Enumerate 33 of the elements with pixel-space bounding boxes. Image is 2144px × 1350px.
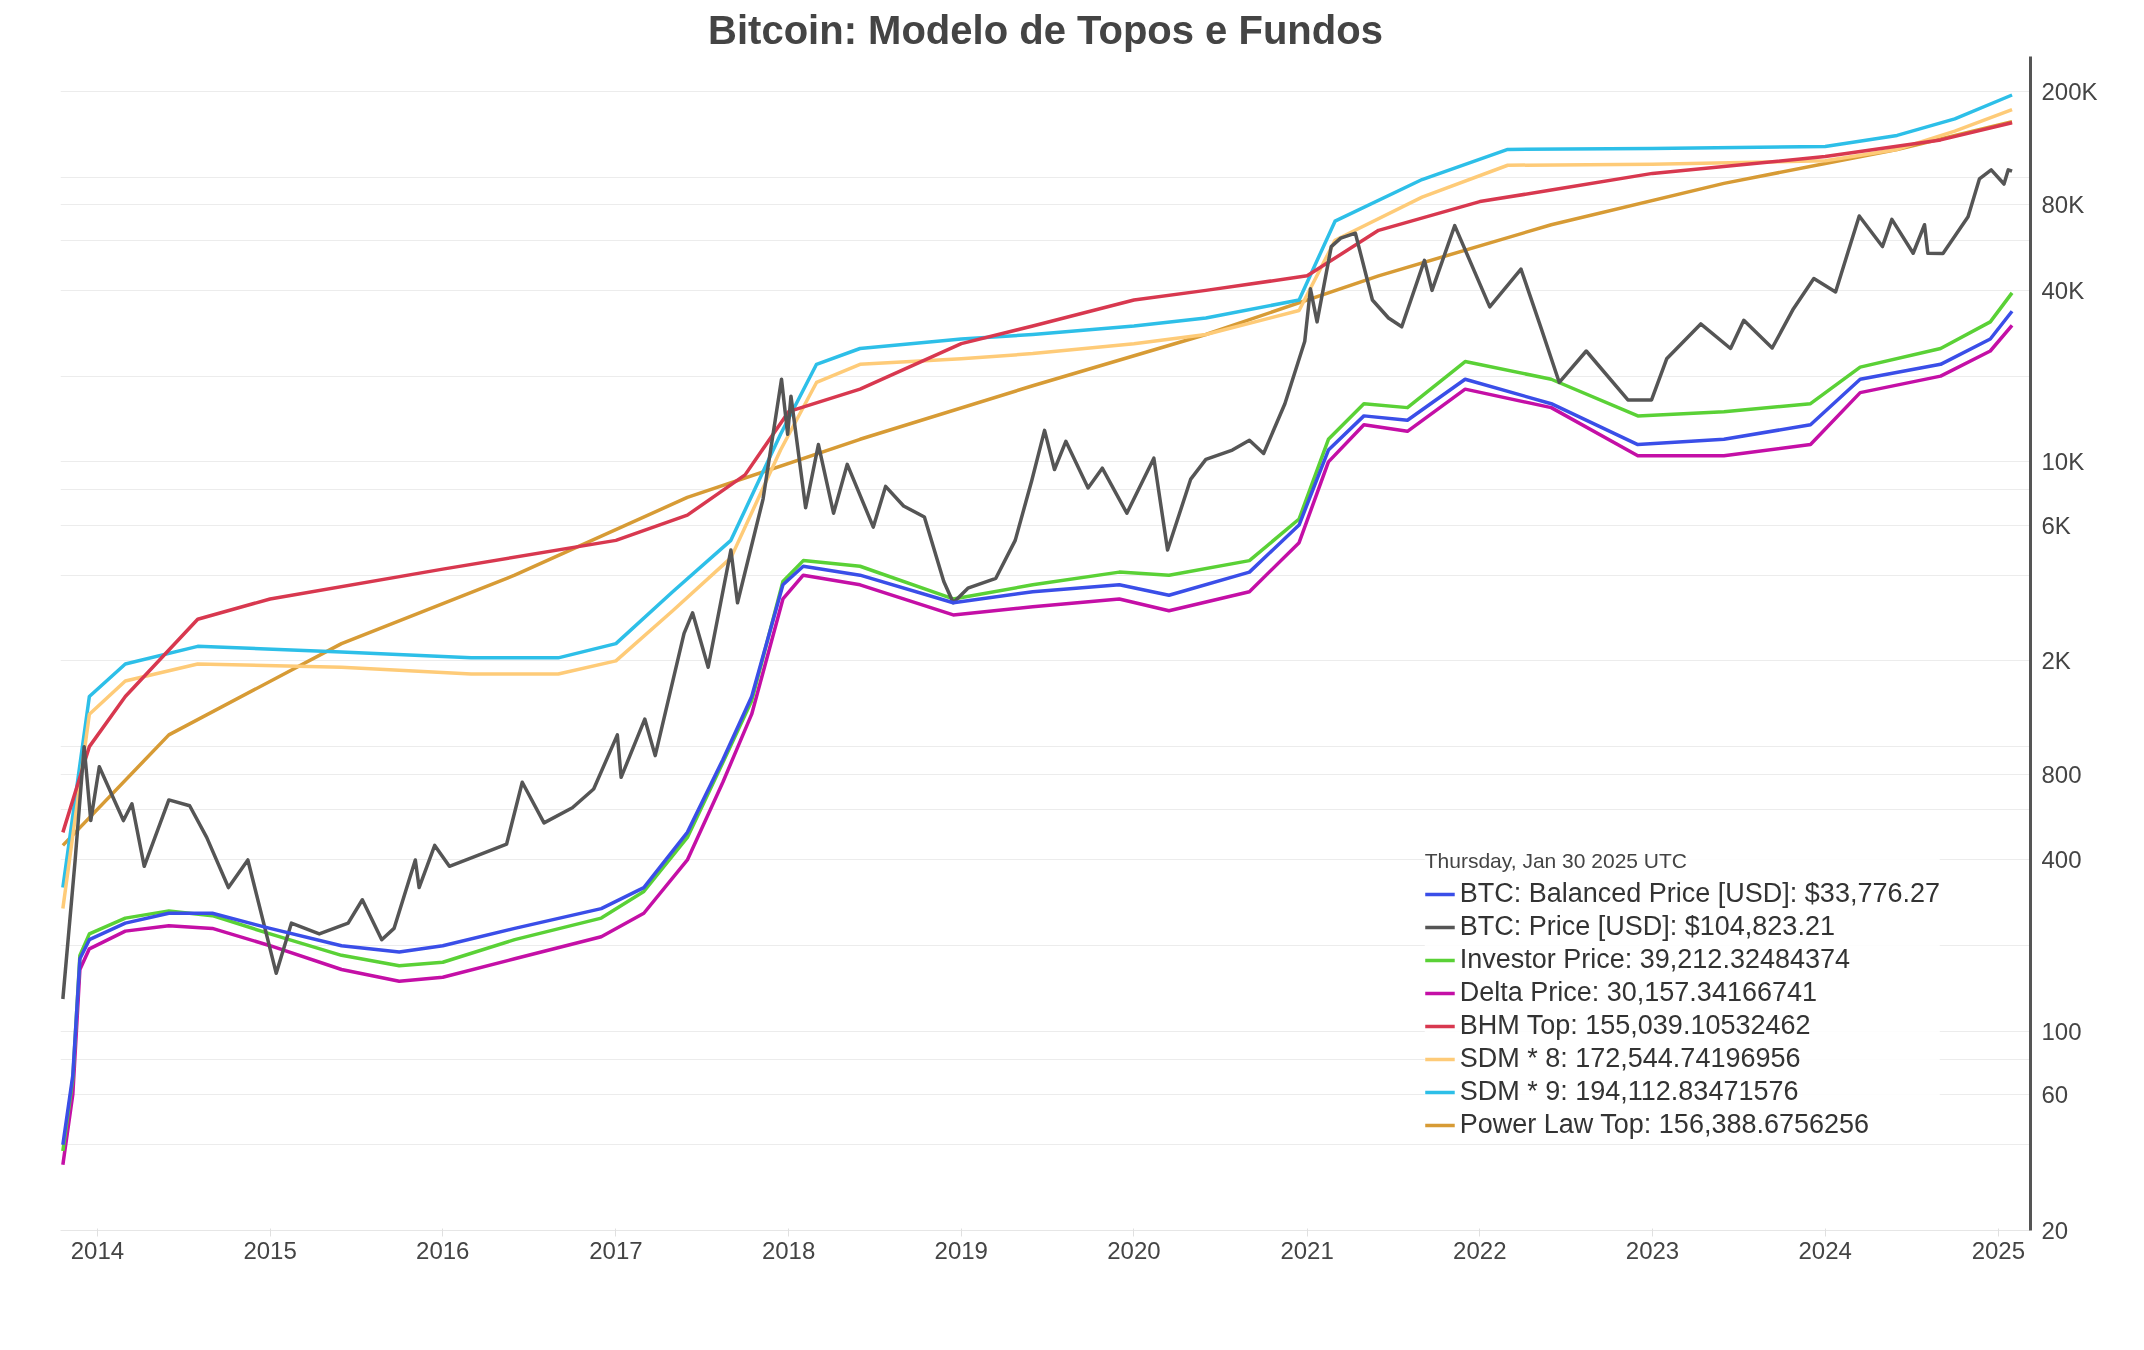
x-tick-label: 2015 (243, 1236, 297, 1264)
legend-label: SDM * 8: 172,544.74196956 (1459, 1043, 1801, 1074)
x-tick-label: 2019 (934, 1236, 988, 1264)
x-tick-label: 2020 (1107, 1236, 1161, 1264)
y-tick-label: 60 (2041, 1081, 2069, 1109)
legend-label: BTC: Price [USD]: $104,823.21 (1459, 911, 1835, 942)
y-tick-label: 20 (2041, 1217, 2069, 1244)
legend-title: Thursday, Jan 30 2025 UTC (1424, 849, 1688, 873)
legend-label: BHM Top: 155,039.10532462 (1459, 1010, 1811, 1041)
x-tick-label: 2017 (589, 1236, 643, 1264)
x-tick-label: 2025 (1971, 1236, 2026, 1264)
y-tick-label: 40K (2041, 276, 2085, 304)
x-tick-label: 2018 (761, 1236, 816, 1264)
y-tick-label: 800 (2041, 760, 2082, 788)
legend-label: Delta Price: 30,157.34166741 (1459, 977, 1817, 1008)
legend-label: Power Law Top: 156,388.6756256 (1459, 1109, 1870, 1140)
y-tick-label: 80K (2041, 191, 2085, 219)
x-tick-label: 2016 (416, 1236, 470, 1264)
legend-label: SDM * 9: 194,112.83471576 (1459, 1076, 1799, 1107)
y-tick-label: 200K (2041, 77, 2098, 105)
x-tick-label: 2024 (1798, 1236, 1852, 1264)
legend-label: Investor Price: 39,212.32484374 (1459, 944, 1851, 975)
y-tick-label: 2K (2041, 647, 2071, 675)
y-tick-label: 100 (2041, 1017, 2082, 1045)
legend-label: BTC: Balanced Price [USD]: $33,776.27 (1459, 878, 1940, 909)
x-tick-label: 2022 (1453, 1236, 1507, 1264)
y-tick-label: 10K (2041, 448, 2085, 476)
y-tick-label: 400 (2041, 846, 2082, 874)
x-tick-label: 2021 (1280, 1236, 1334, 1264)
x-tick-label: 2014 (70, 1236, 125, 1264)
x-tick-label: 2023 (1625, 1236, 1680, 1264)
chart-title: Bitcoin: Modelo de Topos e Fundos (708, 7, 1383, 52)
y-tick-label: 6K (2041, 511, 2071, 539)
